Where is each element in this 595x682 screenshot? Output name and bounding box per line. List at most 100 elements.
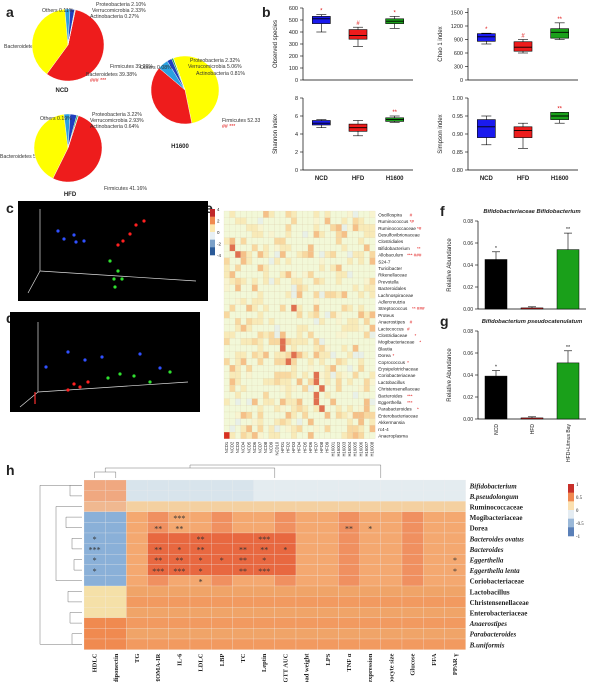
heatmap-cell: [324, 418, 331, 426]
heatmap-cell: [363, 271, 370, 279]
heatmap-cell: [324, 365, 331, 372]
heatmap-cell: [335, 398, 342, 406]
heatmap-cell: [279, 351, 286, 359]
heatmap-cell: [105, 532, 127, 544]
heatmap-cell: [147, 575, 169, 587]
heatmap-cell: [302, 224, 309, 232]
heatmap-cell: [295, 479, 318, 491]
heatmap-cell: [105, 554, 127, 565]
heatmap-cell: [341, 304, 348, 312]
significance-mark: ***: [89, 546, 101, 555]
heatmap-cell: [240, 432, 247, 439]
heatmap-cell: [251, 425, 258, 433]
heatmap-cell: [363, 331, 370, 339]
heatmap-cell: [341, 244, 348, 252]
heatmap-cell: [307, 385, 314, 392]
heatmap-cell: [240, 291, 247, 299]
pie-slice-label: Bacteroidetes 39.38%: [86, 72, 137, 78]
heatmap-cell: [291, 331, 297, 339]
heatmap-col-label: NCD6: [252, 441, 257, 453]
heatmap-cell: [363, 385, 370, 392]
heatmap-cell: [240, 358, 247, 366]
heatmap-cell: [363, 338, 370, 346]
heatmap-cell: [352, 331, 359, 339]
colorbar-tick-label: 0.5: [576, 496, 583, 501]
heatmap-cell: [240, 324, 247, 332]
heatmap-cell: [296, 237, 303, 245]
panel-label-b: b: [262, 4, 271, 20]
heatmap-cell: [223, 271, 230, 279]
heatmap-cell: [251, 311, 258, 319]
heatmap-cell: [335, 304, 342, 312]
heatmap-cell: [274, 378, 281, 386]
heatmap-cell: [341, 385, 348, 392]
heatmap-cell: [313, 405, 320, 413]
heatmap-cell: [330, 304, 337, 312]
heatmap-cell: [235, 418, 241, 426]
heatmap-cell: [291, 338, 297, 346]
y-tick-label: 1.00: [452, 96, 463, 102]
heatmap-cell: [268, 237, 275, 245]
heatmap-cell: [352, 411, 359, 419]
heatmap-cell: [279, 318, 286, 325]
heatmap-cell: [330, 298, 337, 305]
heatmap-cell: [246, 324, 253, 332]
heatmap-cell: [338, 554, 360, 565]
heatmap-cell: [335, 385, 342, 392]
pie-slice-label: Verrucomicrobia 2.93%: [90, 118, 144, 124]
heatmap-cell: [83, 479, 106, 491]
heatmap-cell: [302, 398, 309, 406]
heatmap-cell: [352, 304, 359, 312]
heatmap-cell: [296, 298, 303, 305]
heatmap-row-label: Oscillospira: [378, 212, 402, 217]
heatmap-cell: [319, 358, 325, 366]
heatmap-cell: [347, 425, 353, 433]
colorbar-tick-label: -4: [217, 253, 221, 258]
heatmap-cell: [232, 532, 254, 544]
heatmap-cell: [263, 217, 269, 225]
heatmap-cell: [296, 365, 303, 372]
heatmap-cell: [223, 284, 230, 292]
heatmap-cell: [168, 596, 191, 608]
colorbar-segment: [568, 484, 574, 493]
heatmap-cell: [168, 490, 191, 502]
heatmap-cell: [335, 257, 342, 265]
heatmap-col-label: Adipocyte size: [388, 653, 395, 682]
heatmap-cell: [313, 311, 320, 319]
heatmap-cell: [235, 257, 241, 265]
heatmap-col-label: NCD7: [258, 441, 263, 453]
heatmap-cell: [240, 304, 247, 312]
heatmap-cell: [319, 344, 325, 352]
heatmap-cell: [296, 257, 303, 265]
heatmap-cell: [232, 479, 254, 491]
heatmap-cell: [223, 251, 230, 258]
heatmap-cell: [263, 257, 269, 265]
heatmap-cell: [358, 344, 365, 352]
heatmap-cell: [324, 231, 331, 238]
heatmap-cell: [401, 543, 424, 555]
heatmap-cell: [369, 411, 376, 419]
heatmap-cell: [235, 251, 241, 258]
row-dendrogram-branch: [69, 612, 82, 624]
heatmap-cell: [324, 217, 331, 225]
heatmap-cell: [253, 479, 275, 491]
heatmap-cell: [295, 575, 318, 587]
heatmap-cell: [359, 501, 381, 512]
heatmap-cell: [268, 344, 275, 352]
heatmap-cell: [324, 224, 331, 232]
heatmap-cell: [302, 385, 309, 392]
heatmap-cell: [211, 522, 233, 534]
heatmap-cell: [352, 391, 359, 399]
bar: [556, 362, 580, 420]
heatmap-cell: [380, 479, 403, 491]
pie-group-label: HFD: [64, 192, 77, 198]
heatmap-cell: [335, 351, 342, 359]
heatmap-row-label: Lactobacillus: [470, 588, 510, 596]
heatmap-cell: [126, 638, 148, 650]
heatmap-cell: [363, 304, 370, 312]
heatmap-cell: [347, 231, 353, 238]
pie-slice: [33, 114, 69, 179]
heatmap-cell: [302, 432, 309, 439]
heatmap-cell: [317, 628, 339, 640]
heatmap-cell: [330, 358, 337, 366]
